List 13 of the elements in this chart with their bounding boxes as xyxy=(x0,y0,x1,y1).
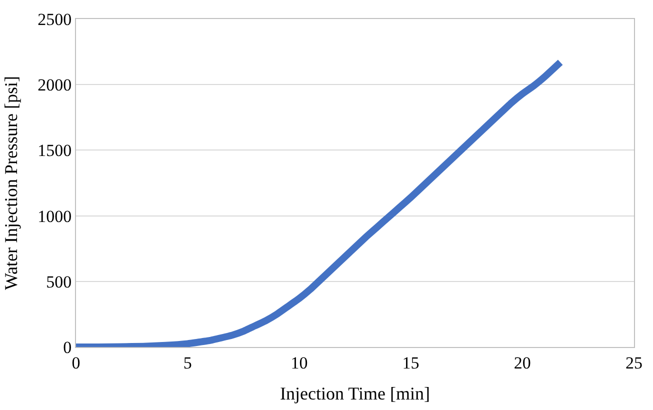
y-tick-label: 1000 xyxy=(38,206,72,226)
y-tick-label: 500 xyxy=(46,272,72,292)
x-axis-title: Injection Time [min] xyxy=(280,384,430,404)
y-axis-title: Water Injection Pressure [psi] xyxy=(0,76,21,290)
x-tick-label: 10 xyxy=(290,353,308,372)
y-tick-label: 1500 xyxy=(38,141,72,160)
x-tick-label: 20 xyxy=(514,353,531,372)
y-tick-label: 2000 xyxy=(38,76,72,95)
x-tick-label: 5 xyxy=(183,353,192,372)
y-tick-label: 2500 xyxy=(38,10,72,29)
x-tick-label: 25 xyxy=(626,353,642,372)
y-tick-label: 0 xyxy=(63,338,72,357)
x-tick-label: 15 xyxy=(402,353,420,372)
